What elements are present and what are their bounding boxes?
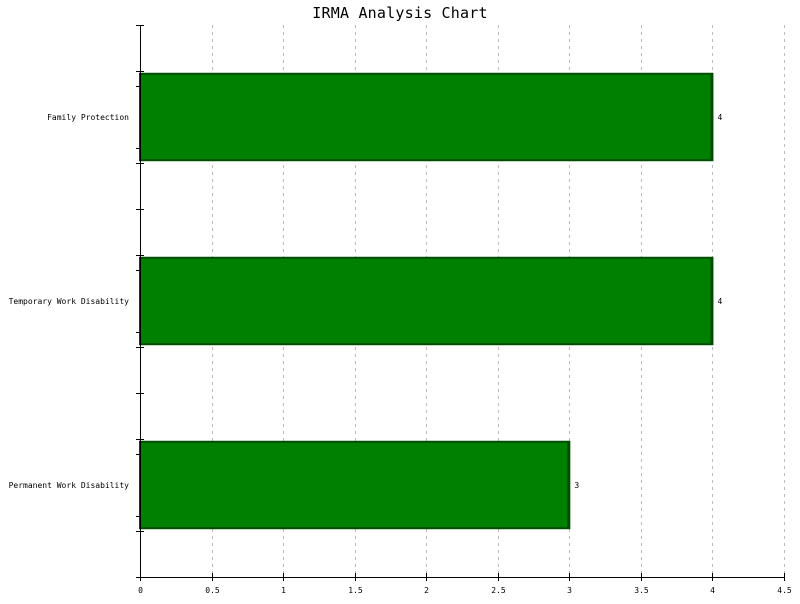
category-label: Permanent Work Disability [9, 481, 130, 490]
x-tick-label: 1.5 [348, 586, 363, 595]
x-tick-label: 4 [710, 586, 715, 595]
x-tick-label: 0.5 [205, 586, 220, 595]
x-tick-label: 0 [138, 586, 143, 595]
x-tick-label: 2 [424, 586, 429, 595]
data-label: 4 [717, 297, 722, 306]
bar-edge [567, 441, 570, 529]
bar [139, 440, 571, 530]
bar-edge [710, 73, 713, 161]
x-tick-label: 4.5 [777, 586, 792, 595]
axis-layer [136, 25, 785, 581]
x-tick-label: 2.5 [491, 586, 506, 595]
x-tick-label: 1 [281, 586, 286, 595]
category-label: Family Protection [47, 113, 129, 122]
x-tick-label: 3 [567, 586, 572, 595]
bars-layer [139, 72, 714, 530]
data-label: 3 [574, 481, 579, 490]
bar [139, 256, 714, 346]
bar [139, 72, 714, 162]
chart-title: IRMA Analysis Chart [312, 4, 488, 22]
category-label: Temporary Work Disability [9, 297, 130, 306]
labels-layer: 4 Family Protection 4 Temporary Work Disabi… [9, 113, 792, 595]
bar-edge [710, 257, 713, 345]
x-tick-label: 3.5 [634, 586, 649, 595]
data-label: 4 [717, 113, 722, 122]
